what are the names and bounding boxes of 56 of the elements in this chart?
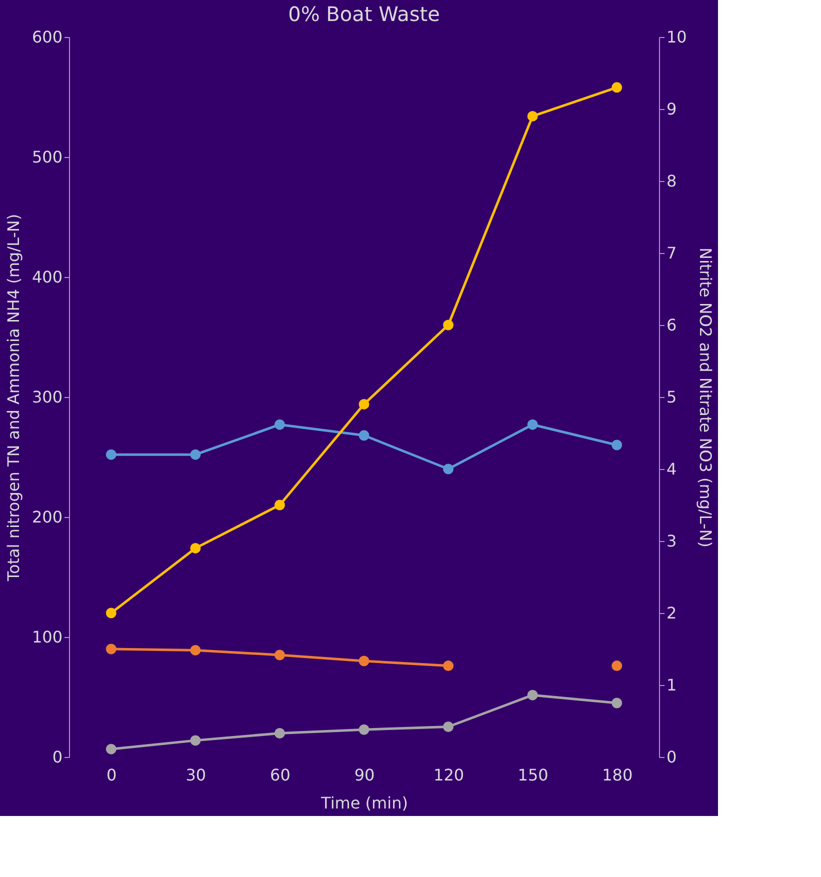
y2-tick-label: 9 [666, 100, 677, 118]
point [106, 608, 116, 618]
point [358, 656, 370, 666]
x-tick-label: 30 [186, 766, 206, 784]
point [612, 660, 622, 672]
point [358, 724, 370, 735]
y-tick-label: 600 [32, 28, 62, 46]
y-tick-label: 500 [32, 148, 62, 166]
point [274, 419, 285, 430]
y2-tick-label: 10 [666, 28, 687, 46]
point [274, 728, 285, 738]
y-tick-label: 200 [32, 508, 62, 526]
point [358, 398, 370, 410]
x-tick-label: 180 [602, 766, 633, 784]
x-tick-label: 120 [434, 766, 464, 784]
point [612, 698, 622, 708]
y2-tick-label: 4 [666, 460, 677, 478]
point [612, 440, 622, 450]
y2-tick-label: 1 [666, 676, 677, 694]
y-tick-label: 0 [52, 748, 62, 766]
x-axis-title: Time (min) [320, 794, 408, 812]
point [443, 320, 454, 330]
chart-title: 0% Boat Waste [288, 2, 440, 26]
point [443, 722, 454, 732]
x-tick-label: 90 [354, 766, 375, 784]
point [274, 650, 285, 660]
point [190, 644, 201, 656]
y2-tick-label: 5 [666, 388, 677, 406]
x-tick-label: 0 [106, 766, 117, 784]
point [106, 744, 116, 754]
y2-tick-label: 7 [666, 244, 677, 262]
point [443, 464, 454, 474]
point [527, 690, 538, 700]
point [190, 449, 201, 460]
y2-tick-label: 8 [666, 172, 677, 190]
point [190, 735, 201, 746]
y-tick-label: 400 [32, 268, 62, 286]
point [358, 430, 370, 441]
y-tick-label: 300 [32, 388, 62, 406]
x-tick-label: 60 [270, 766, 290, 784]
x-tick-label: 150 [518, 766, 548, 784]
point [527, 419, 538, 430]
y2-axis-title: Nitrite NO2 and Nitrate NO3 (mg/L-N) [696, 247, 715, 548]
y-axis-title: Total nitrogen TN and Ammonia NH4 (mg/L-N) [4, 214, 23, 582]
point [443, 660, 454, 672]
point [274, 500, 285, 510]
point [106, 644, 116, 654]
point [106, 449, 116, 460]
point [612, 82, 622, 93]
point [527, 110, 538, 122]
y-tick-label: 100 [32, 628, 62, 646]
y2-tick-label: 6 [666, 316, 677, 334]
y2-tick-label: 3 [666, 532, 677, 550]
point [190, 542, 201, 554]
y2-tick-label: 2 [666, 604, 677, 622]
y2-tick-label: 0 [666, 748, 677, 766]
